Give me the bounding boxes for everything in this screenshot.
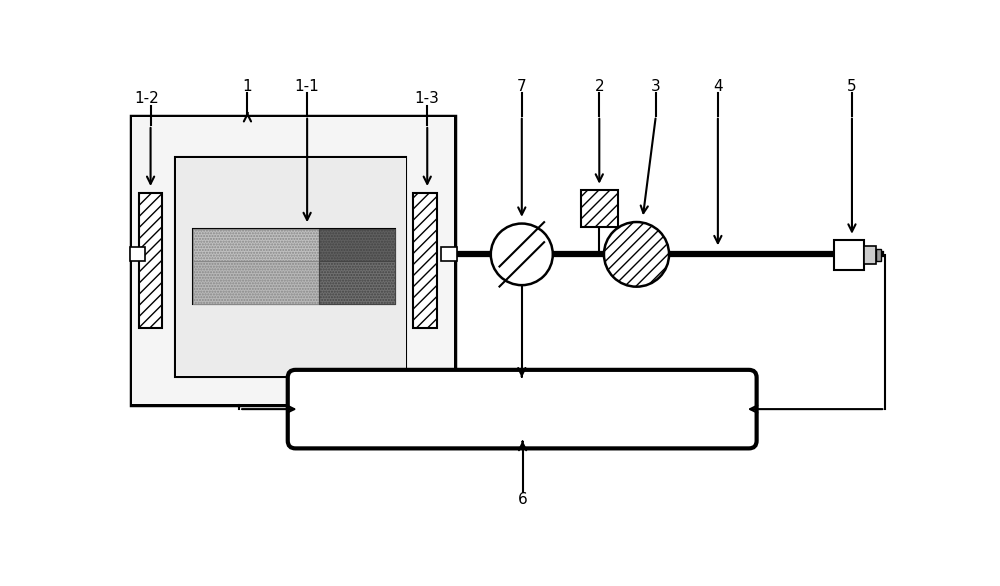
Bar	[175, 157, 406, 377]
Bar	[139, 193, 162, 328]
Bar	[864, 246, 876, 264]
Text: 7: 7	[517, 79, 527, 94]
Bar	[193, 229, 395, 304]
Text: 1-1: 1-1	[295, 79, 320, 94]
Text: 1-3: 1-3	[415, 91, 440, 105]
Bar	[176, 158, 406, 376]
Text: 1-2: 1-2	[134, 91, 159, 105]
Circle shape	[491, 223, 553, 285]
Bar	[876, 249, 881, 261]
Bar	[319, 229, 395, 261]
Bar	[319, 261, 395, 304]
Bar	[193, 229, 319, 261]
Text: 6: 6	[518, 492, 527, 507]
Text: 1: 1	[243, 79, 252, 94]
Circle shape	[604, 222, 669, 287]
Text: 3: 3	[651, 79, 661, 94]
Bar	[581, 190, 618, 227]
Text: 2: 2	[594, 79, 604, 94]
Bar	[131, 116, 455, 404]
Bar	[413, 193, 437, 328]
Bar	[193, 261, 319, 304]
Bar	[441, 247, 457, 261]
Text: 5: 5	[847, 79, 857, 94]
FancyBboxPatch shape	[288, 370, 757, 448]
Bar	[132, 117, 454, 404]
Bar	[834, 240, 864, 270]
Bar	[130, 247, 145, 261]
Text: 4: 4	[713, 79, 723, 94]
